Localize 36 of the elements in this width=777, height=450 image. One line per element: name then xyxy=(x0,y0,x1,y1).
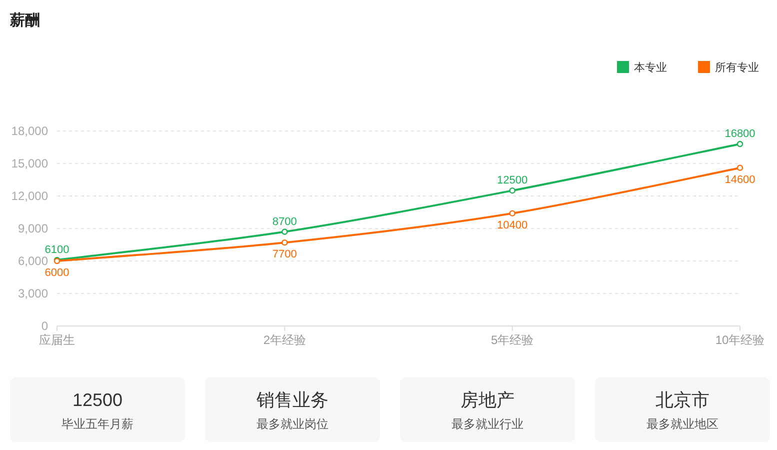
data-label: 12500 xyxy=(497,174,528,187)
text: 12500 xyxy=(72,390,123,410)
point xyxy=(509,187,516,194)
y-tick-label: 12,000 xyxy=(11,189,48,203)
y-tick-label: 6,000 xyxy=(18,254,48,268)
point xyxy=(509,210,516,216)
x-tick-label: 应届生 xyxy=(39,333,75,347)
y-tick-label: 3,000 xyxy=(18,286,48,300)
legend-label: 所有专业 xyxy=(715,61,759,74)
text: 销售业务 xyxy=(256,390,328,410)
point xyxy=(282,228,288,235)
y-tick-label: 18,000 xyxy=(11,124,48,138)
data-label: 16800 xyxy=(724,128,756,140)
text: 房地产 xyxy=(460,390,514,410)
chart-title: 薪酬 xyxy=(9,12,40,29)
point xyxy=(282,239,288,246)
text: 北京市 xyxy=(656,390,710,410)
x-tick-label: 2年经验 xyxy=(263,333,306,347)
x-tick-label: 10年经验 xyxy=(715,333,765,347)
data-label: 7700 xyxy=(272,248,297,261)
legend-label: 本专业 xyxy=(634,61,667,74)
y-tick-label: 9,000 xyxy=(18,222,48,236)
point xyxy=(736,140,744,148)
data-label: 6000 xyxy=(44,267,70,279)
data-label: 10400 xyxy=(497,219,528,232)
point xyxy=(736,164,744,171)
y-tick-label: 15,000 xyxy=(11,156,48,170)
data-label: 6100 xyxy=(44,244,70,256)
text: 最多就业岗位 xyxy=(256,417,328,431)
data-label: 14600 xyxy=(724,174,756,186)
x-tick-label: 5年经验 xyxy=(490,333,534,347)
text: 最多就业行业 xyxy=(452,417,524,431)
text: 毕业五年月薪 xyxy=(62,417,134,431)
y-tick-label: 0 xyxy=(41,319,48,333)
data-label: 8700 xyxy=(272,216,297,228)
text: 最多就业地区 xyxy=(646,417,718,431)
